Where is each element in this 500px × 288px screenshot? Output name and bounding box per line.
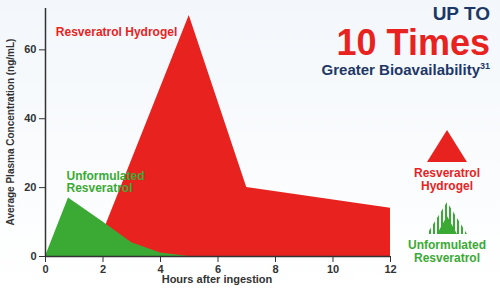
svg-text:12: 12 (384, 263, 396, 275)
html-text:Unformulated Resveratrol: Unformulated Resveratrol (408, 237, 486, 265)
svg-text:8: 8 (272, 263, 278, 275)
svg-text:0: 0 (30, 250, 36, 262)
html-text:Resveratrol Hydrogel: Resveratrol Hydrogel (414, 166, 480, 194)
html-text:Average Plasma Concentration (: Average Plasma Concentration (ng/mL) (4, 38, 16, 226)
svg-text:0: 0 (42, 263, 48, 275)
html-text:Hours after ingestion: Hours after ingestion (161, 273, 273, 285)
svg-text:UnformulatedResveratrol: UnformulatedResveratrol (67, 169, 145, 195)
svg-text:2: 2 (100, 263, 106, 275)
svg-text:10: 10 (327, 263, 339, 275)
html-text:UP TO: UP TO (432, 3, 490, 24)
svg-text:20: 20 (24, 181, 36, 193)
svg-text:4: 4 (157, 263, 164, 276)
svg-text:60: 60 (24, 43, 36, 55)
svg-text:Resveratrol Hydrogel: Resveratrol Hydrogel (56, 25, 177, 39)
svg-text:40: 40 (24, 112, 36, 124)
html-text:10 Times: 10 Times (336, 21, 490, 63)
html-text:Greater Bioavailability31: Greater Bioavailability31 (321, 60, 490, 78)
svg-text:6: 6 (214, 263, 222, 276)
